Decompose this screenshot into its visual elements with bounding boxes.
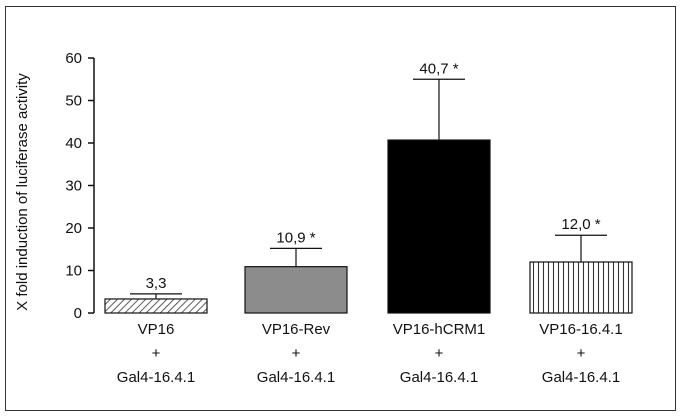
error-bars [130,78,607,299]
data-label-1: 3,3 [146,275,167,292]
x-axis-categories: VP16 + Gal4-16.4.1 VP16-Rev + Gal4-16.4.1 VP16… [117,321,623,386]
y-tick-label: 30 [65,178,82,195]
bar-4 [529,261,633,314]
x-category-label: Gal4-16.4.1 [542,369,620,386]
x-category-label: VP16 [138,321,175,338]
y-tick-label: 10 [65,263,82,280]
y-axis-label: X fold induction of luciferase activity [14,73,31,311]
y-tick-label: 40 [65,135,82,152]
x-category-label: Gal4-16.4.1 [257,369,335,386]
data-labels: 3,3 10,9 * 40,7 * 12,0 * [146,60,601,292]
bars [104,139,633,314]
x-category-label: Gal4-16.4.1 [117,369,195,386]
y-tick-label: 0 [74,305,82,322]
y-tick-label: 20 [65,220,82,237]
bar-3 [387,139,491,314]
x-category-label: + [292,345,301,362]
y-tick-label: 60 [65,50,82,67]
bar-2 [244,266,348,314]
data-label-3: 40,7 * [419,60,458,77]
x-category-label: + [577,345,586,362]
x-category-label: VP16-Rev [262,321,331,338]
x-category-label: + [435,345,444,362]
data-label-4: 12,0 * [561,216,600,233]
bar-chart: X fold induction of luciferase activity … [14,50,633,386]
x-category-label: VP16-16.4.1 [539,321,622,338]
bar-1 [104,298,208,314]
x-category-label: Gal4-16.4.1 [400,369,478,386]
x-category-label: + [152,345,161,362]
y-tick-label: 50 [65,93,82,110]
data-label-2: 10,9 * [276,229,315,246]
x-category-label: VP16-hCRM1 [393,321,486,338]
y-axis-ticks: 0 10 20 30 40 50 60 [65,50,94,322]
chart-frame: X fold induction of luciferase activity … [5,6,676,411]
